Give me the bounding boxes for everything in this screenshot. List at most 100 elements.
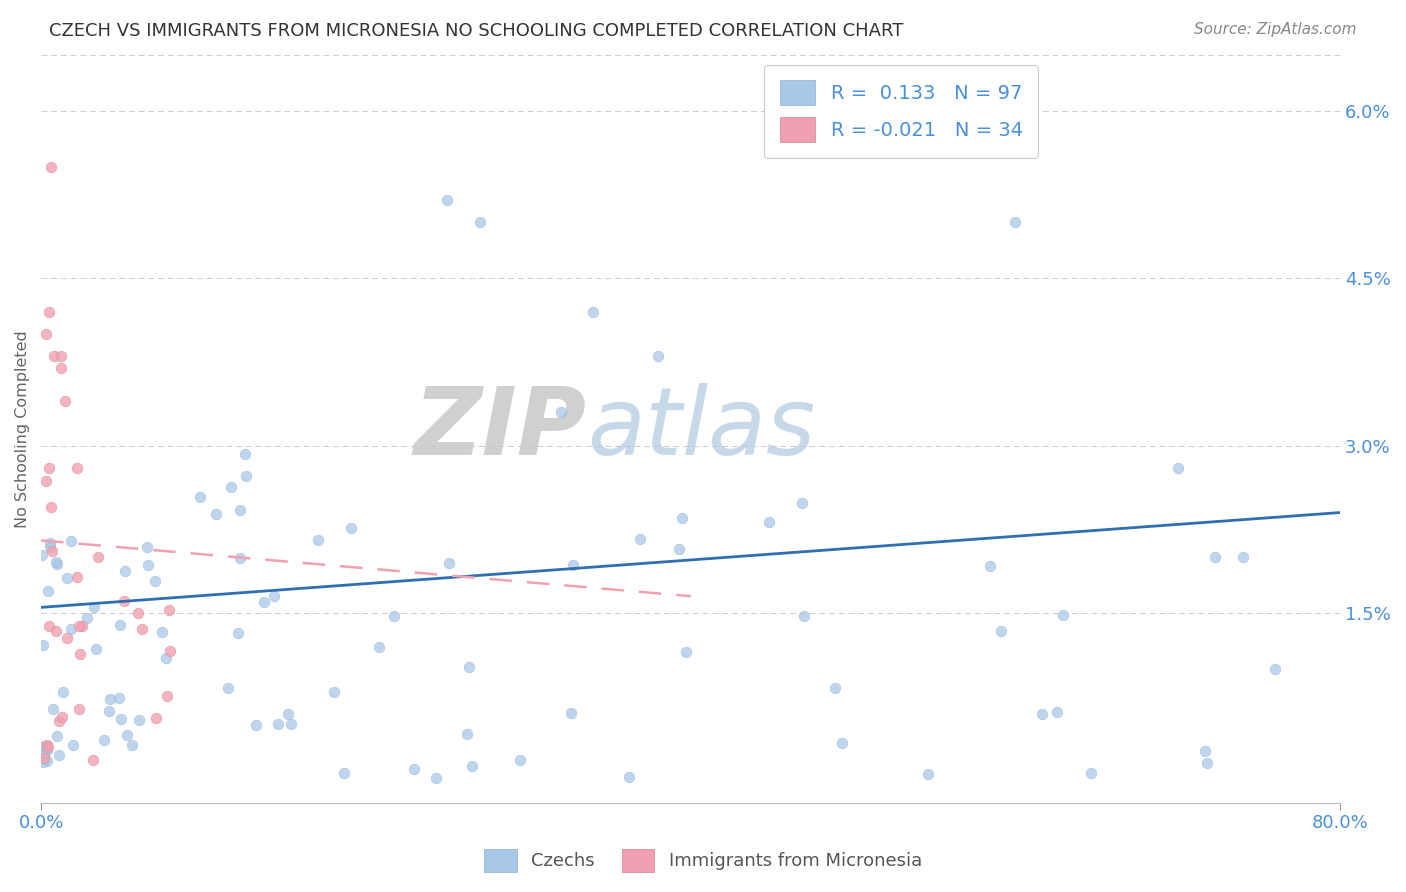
Point — [263, 590, 285, 604]
Point — [59, 622, 82, 636]
Point — [188, 491, 211, 505]
Point — [404, 762, 426, 776]
Point — [1080, 765, 1102, 780]
Point — [52, 684, 75, 698]
Point — [70, 619, 93, 633]
Point — [582, 304, 605, 318]
Point — [509, 753, 531, 767]
Point — [1204, 549, 1226, 564]
Point — [34, 739, 56, 753]
Point — [39, 500, 62, 514]
Point — [617, 770, 640, 784]
Point — [790, 496, 813, 510]
Point — [48, 747, 70, 762]
Text: Source: ZipAtlas.com: Source: ZipAtlas.com — [1194, 22, 1357, 37]
Point — [108, 618, 131, 632]
Point — [38, 461, 60, 475]
Point — [39, 160, 62, 174]
Point — [114, 564, 136, 578]
Point — [35, 743, 58, 757]
Point — [437, 556, 460, 570]
Text: ZIP: ZIP — [413, 383, 586, 475]
Point — [108, 690, 131, 705]
Point — [668, 541, 690, 556]
Point — [115, 728, 138, 742]
Point — [675, 645, 697, 659]
Point — [62, 738, 84, 752]
Point — [37, 738, 59, 752]
Point — [561, 558, 583, 573]
Point — [131, 622, 153, 636]
Point — [917, 767, 939, 781]
Point — [436, 193, 458, 207]
Point — [82, 753, 104, 767]
Point — [219, 480, 242, 494]
Point — [49, 349, 72, 363]
Point — [425, 771, 447, 785]
Point — [112, 594, 135, 608]
Point — [1195, 756, 1218, 770]
Text: CZECH VS IMMIGRANTS FROM MICRONESIA NO SCHOOLING COMPLETED CORRELATION CHART: CZECH VS IMMIGRANTS FROM MICRONESIA NO S… — [49, 22, 904, 40]
Point — [156, 689, 179, 703]
Point — [98, 692, 121, 706]
Point — [235, 469, 257, 483]
Point — [245, 718, 267, 732]
Point — [460, 759, 482, 773]
Point — [34, 751, 56, 765]
Point — [226, 625, 249, 640]
Point — [37, 583, 59, 598]
Point — [233, 447, 256, 461]
Point — [468, 215, 491, 229]
Point — [1232, 550, 1254, 565]
Point — [333, 766, 356, 780]
Point — [48, 714, 70, 728]
Point — [93, 732, 115, 747]
Point — [267, 716, 290, 731]
Point — [45, 624, 67, 639]
Point — [83, 600, 105, 615]
Point — [1264, 662, 1286, 676]
Point — [1052, 608, 1074, 623]
Point — [38, 304, 60, 318]
Point — [758, 515, 780, 529]
Point — [1004, 215, 1026, 229]
Point — [121, 739, 143, 753]
Point — [56, 570, 79, 584]
Point — [1167, 461, 1189, 475]
Point — [628, 532, 651, 546]
Point — [155, 650, 177, 665]
Point — [560, 706, 582, 720]
Point — [32, 638, 55, 652]
Point — [55, 394, 77, 409]
Point — [979, 559, 1001, 574]
Point — [229, 503, 252, 517]
Point — [217, 681, 239, 696]
Point — [67, 702, 90, 716]
Point — [42, 349, 65, 363]
Point — [150, 625, 173, 640]
Point — [205, 507, 228, 521]
Y-axis label: No Schooling Completed: No Schooling Completed — [15, 330, 30, 528]
Point — [49, 360, 72, 375]
Point — [671, 511, 693, 525]
Point — [60, 534, 83, 549]
Point — [647, 349, 669, 363]
Point — [32, 746, 55, 760]
Point — [550, 405, 572, 419]
Point — [143, 574, 166, 588]
Point — [253, 595, 276, 609]
Point — [67, 619, 90, 633]
Text: atlas: atlas — [586, 384, 815, 475]
Point — [145, 711, 167, 725]
Point — [46, 558, 69, 572]
Point — [128, 713, 150, 727]
Point — [46, 729, 69, 743]
Point — [34, 474, 56, 488]
Point — [66, 461, 89, 475]
Point — [1031, 706, 1053, 721]
Point — [87, 550, 110, 565]
Point — [138, 558, 160, 573]
Point — [456, 726, 478, 740]
Point — [307, 533, 329, 547]
Point — [228, 550, 250, 565]
